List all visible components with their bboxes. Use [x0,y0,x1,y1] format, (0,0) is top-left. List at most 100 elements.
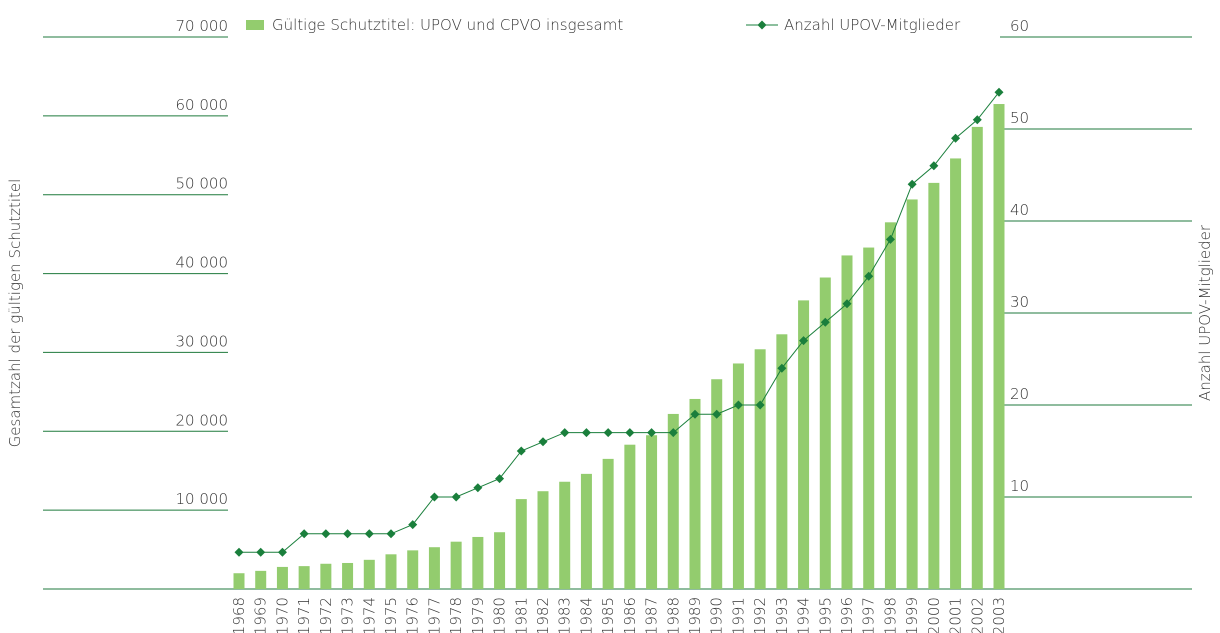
marker [668,428,678,438]
x-tick-label: 1970 [273,597,291,633]
bar [950,158,962,589]
y-tick-label: 30 000 [176,332,229,350]
x-tick-label: 1973 [339,597,357,633]
bar [711,379,723,589]
y-tick-label: 60 000 [176,96,229,114]
y2-axis-title: Anzahl UPOV-Mitglieder [1196,224,1214,401]
bar [233,573,245,589]
x-tick-label: 1968 [230,597,248,633]
marker [907,179,917,189]
x-tick-label: 1983 [556,597,574,633]
x-tick-label: 1996 [838,597,856,633]
marker [516,446,526,456]
bar [537,491,549,589]
marker [429,492,439,502]
x-tick-label: 2002 [968,597,986,633]
marker [864,271,874,281]
bar [754,349,766,589]
x-tick-label: 1981 [512,597,530,633]
bar [841,255,853,590]
bar [298,566,310,589]
marker [603,428,613,438]
bar [494,532,506,589]
marker [364,529,374,539]
legend-label: Gültige Schutztitel: UPOV und CPVO insge… [272,16,623,34]
x-tick-label: 1988 [664,597,682,633]
marker [234,547,244,557]
y-tick-label: 40 000 [176,254,229,272]
marker [733,400,743,410]
bar [472,536,484,589]
x-tick-label: 1995 [816,597,834,633]
bar [276,566,288,589]
marker [256,547,266,557]
x-tick-label: 1990 [708,597,726,633]
marker [994,87,1004,97]
marker [538,437,548,447]
marker [451,492,461,502]
x-tick-label: 1985 [599,597,617,633]
marker [712,409,722,419]
y-tick-label: 20 000 [176,411,229,429]
x-tick-label: 1977 [425,597,443,633]
bar [385,554,397,589]
marker [299,529,309,539]
bar [407,550,419,589]
bar [646,435,658,589]
marker [690,409,700,419]
marker [625,428,635,438]
x-tick-label: 1997 [860,597,878,633]
y2-tick-label: 50 [1010,109,1029,127]
marker [473,483,483,493]
marker [321,529,331,539]
x-tick-label: 1989 [686,597,704,633]
bar [342,562,354,589]
marker [755,400,765,410]
marker [885,234,895,244]
x-tick-label: 1987 [643,597,661,633]
bar [689,398,701,589]
y-tick-label: 70 000 [176,17,229,35]
x-tick-label: 1974 [360,597,378,633]
x-tick-label: 1998 [881,597,899,633]
x-tick-label: 1986 [621,597,639,633]
marker [929,161,939,171]
x-tick-label: 1984 [577,597,595,633]
y2-tick-label: 40 [1010,201,1029,219]
y-tick-label: 50 000 [176,175,229,193]
bar [928,182,940,589]
x-tick-label: 1999 [903,597,921,633]
x-tick-label: 1982 [534,597,552,633]
bar [320,563,332,589]
marker [842,299,852,309]
bar [819,277,831,589]
bar [884,222,896,590]
x-tick-label: 1969 [252,597,270,633]
x-tick-label: 1975 [382,597,400,633]
x-tick-label: 1994 [795,597,813,633]
y2-tick-label: 20 [1010,385,1029,403]
marker [386,529,396,539]
x-tick-label: 2003 [990,597,1008,633]
bar [255,570,267,589]
legend-label: Anzahl UPOV-Mitglieder [784,16,961,34]
x-tick-label: 1971 [295,597,313,633]
x-tick-label: 1976 [404,597,422,633]
y-axis-title: Gesamtzahl der gültigen Schutztitel [6,179,24,448]
bar [624,444,636,589]
bar [559,481,571,589]
x-tick-label: 1993 [773,597,791,633]
bar [602,458,614,589]
marker [277,547,287,557]
bar [776,334,788,589]
x-tick-label: 1991 [729,597,747,633]
x-tick-label: 2000 [925,597,943,633]
x-tick-label: 2001 [947,597,965,633]
x-tick-label: 1978 [447,597,465,633]
bar [993,104,1005,590]
bar [667,413,679,589]
bar [363,559,375,589]
bar [863,247,875,589]
marker [495,474,505,484]
